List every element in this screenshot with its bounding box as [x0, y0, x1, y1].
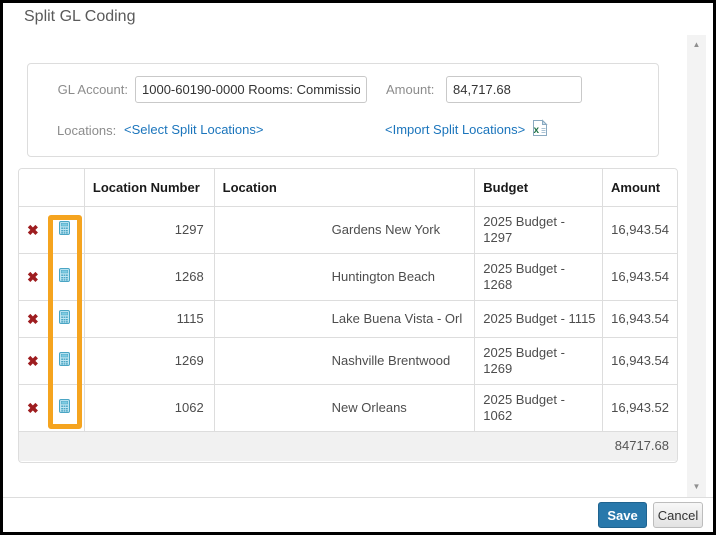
- footer-divider: [3, 497, 713, 498]
- cell-budget: 2025 Budget - 1115: [483, 310, 596, 326]
- calculator-icon[interactable]: [59, 220, 71, 239]
- table-row: ✖ 1269 Nashville Brentwood 2025 Budget -…: [19, 337, 677, 385]
- delete-row-icon[interactable]: ✖: [27, 399, 39, 416]
- cell-budget: 2025 Budget - 1062: [483, 391, 565, 423]
- total-amount: 84717.68: [19, 431, 677, 461]
- cell-location: Lake Buena Vista - Orl: [213, 300, 475, 338]
- cell-location: Gardens New York: [213, 206, 475, 254]
- cell-location-number: 1268: [83, 253, 215, 301]
- scroll-down-icon[interactable]: ▼: [692, 482, 701, 491]
- table-row: ✖ 1115 Lake Buena Vista - Orl 2025 Budge…: [19, 300, 677, 338]
- select-split-locations-link[interactable]: <Select Split Locations>: [124, 122, 264, 137]
- cell-amount: 16,943.54: [602, 253, 677, 301]
- cell-budget: 2025 Budget - 1268: [483, 260, 565, 292]
- save-button[interactable]: Save: [598, 502, 647, 528]
- cell-budget: 2025 Budget - 1297: [483, 213, 565, 245]
- locations-label: Locations:: [57, 123, 117, 138]
- calculator-icon[interactable]: [59, 351, 71, 370]
- gl-account-label: GL Account:: [57, 82, 128, 97]
- cell-location-number: 1062: [83, 384, 215, 432]
- header-location: Location: [213, 169, 475, 207]
- cell-amount: 16,943.54: [602, 300, 677, 338]
- header-budget: Budget: [474, 169, 603, 207]
- cell-amount: 16,943.52: [602, 384, 677, 432]
- table-row: ✖ 1062 New Orleans 2025 Budget - 1062 16…: [19, 384, 677, 432]
- cell-location: New Orleans: [213, 384, 475, 432]
- delete-row-icon[interactable]: ✖: [27, 268, 39, 285]
- cell-location: Nashville Brentwood: [213, 337, 475, 385]
- amount-label: Amount:: [386, 82, 435, 97]
- excel-file-glyph: x: [533, 119, 548, 136]
- calculator-icon[interactable]: [59, 309, 71, 328]
- amount-input[interactable]: [446, 76, 582, 103]
- calculator-icon[interactable]: [59, 398, 71, 417]
- table-row: ✖ 1297 Gardens New York 2025 Budget - 12…: [19, 206, 677, 254]
- import-split-locations-link[interactable]: <Import Split Locations>: [385, 122, 526, 137]
- vertical-scrollbar[interactable]: ▲ ▼: [687, 35, 706, 497]
- cell-budget: 2025 Budget - 1269: [483, 344, 565, 376]
- calculator-icon[interactable]: [59, 267, 71, 286]
- cell-location: Huntington Beach: [213, 253, 475, 301]
- gl-account-input[interactable]: [135, 76, 367, 103]
- total-row: 84717.68: [19, 431, 677, 461]
- gl-header-panel: GL Account: Amount: Locations: <Select S…: [27, 63, 659, 157]
- page-title: Split GL Coding: [24, 8, 136, 25]
- table-header-row: Location Number Location Budget Amount: [19, 169, 677, 207]
- delete-row-icon[interactable]: ✖: [27, 352, 39, 369]
- excel-import-icon[interactable]: x: [532, 119, 548, 137]
- table-row: ✖ 1268 Huntington Beach 2025 Budget - 12…: [19, 253, 677, 301]
- cell-amount: 16,943.54: [602, 206, 677, 254]
- split-locations-table: Location Number Location Budget Amount ✖…: [18, 168, 678, 463]
- header-amount: Amount: [602, 169, 677, 207]
- header-actions: [19, 169, 85, 207]
- cancel-button[interactable]: Cancel: [653, 502, 703, 528]
- delete-row-icon[interactable]: ✖: [27, 221, 39, 238]
- cell-amount: 16,943.54: [602, 337, 677, 385]
- cell-location-number: 1115: [83, 300, 215, 338]
- header-location-number: Location Number: [83, 169, 215, 207]
- delete-row-icon[interactable]: ✖: [27, 310, 39, 327]
- svg-text:x: x: [534, 125, 540, 136]
- scroll-up-icon[interactable]: ▲: [692, 40, 701, 49]
- cell-location-number: 1269: [83, 337, 215, 385]
- cell-location-number: 1297: [83, 206, 215, 254]
